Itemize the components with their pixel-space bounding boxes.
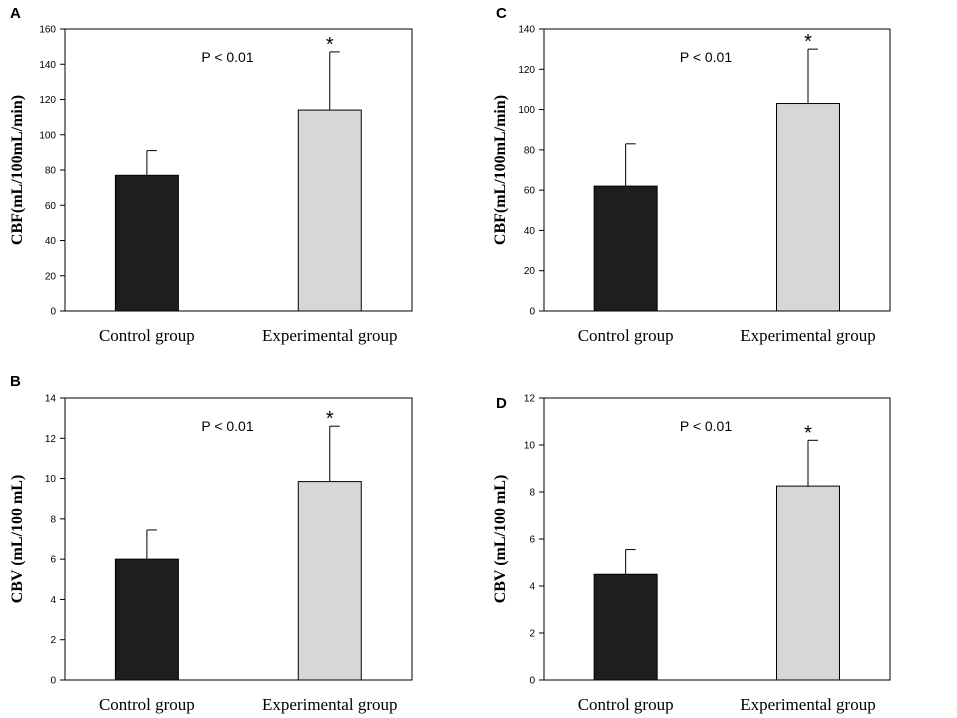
panel-b-category-label: Control group bbox=[99, 695, 195, 714]
panel-c-y-tick-label: 40 bbox=[524, 226, 536, 237]
panel-d-bar-control bbox=[593, 573, 658, 681]
panel-c-significance-star: * bbox=[804, 31, 812, 53]
panel-c-category-label: Experimental group bbox=[740, 326, 876, 345]
panel-b-plot-frame bbox=[64, 397, 413, 681]
panel-d-y-tick-label: 8 bbox=[529, 488, 535, 499]
panel-b-y-tick-label: 2 bbox=[50, 635, 56, 646]
panel-a-letter: A bbox=[10, 5, 21, 22]
panel-b-p-value: P < 0.01 bbox=[201, 418, 254, 434]
panel-c-p-value: P < 0.01 bbox=[680, 49, 733, 65]
panel-a-y-tick-label: 120 bbox=[39, 95, 56, 106]
panel-b-y-tick-label: 10 bbox=[45, 474, 57, 485]
panel-a-y-tick-label: 140 bbox=[39, 60, 56, 71]
panel-d-significance-star: * bbox=[804, 422, 812, 444]
panel-c-letter: C bbox=[496, 5, 507, 22]
panel-c-plot-frame bbox=[543, 28, 891, 312]
panel-d-y-axis-title: CBV (mL/100 mL) bbox=[492, 475, 509, 604]
panel-a-y-axis-title: CBF(mL/100mL/min) bbox=[9, 95, 26, 245]
panel-b-y-tick-label: 0 bbox=[50, 676, 56, 687]
panel-a-y-tick-label: 0 bbox=[50, 307, 56, 318]
panel-c-bar-experimental bbox=[775, 103, 840, 312]
panel-a-y-tick-label: 20 bbox=[45, 271, 57, 282]
panel-d-p-value: P < 0.01 bbox=[680, 418, 733, 434]
panel-b-y-tick-label: 12 bbox=[45, 434, 57, 445]
panel-b-significance-star: * bbox=[326, 408, 334, 430]
panel-d-letter: D bbox=[496, 395, 507, 412]
panel-b-y-tick-label: 14 bbox=[45, 394, 57, 405]
panel-d-category-label: Control group bbox=[578, 695, 674, 714]
panel-d-y-tick-label: 4 bbox=[529, 582, 535, 593]
panel-d-y-tick-label: 6 bbox=[529, 535, 535, 546]
panel-c-y-tick-label: 80 bbox=[524, 145, 536, 156]
panel-a-p-value: P < 0.01 bbox=[201, 49, 254, 65]
panel-a-category-label: Control group bbox=[99, 326, 195, 345]
panel-a-y-tick-label: 40 bbox=[45, 236, 57, 247]
panel-a-y-tick-label: 160 bbox=[39, 25, 56, 36]
panel-a-bar-experimental bbox=[297, 109, 362, 312]
panel-b-bar-experimental bbox=[297, 481, 362, 681]
panel-c-y-tick-label: 0 bbox=[529, 307, 535, 318]
panel-d-y-tick-label: 10 bbox=[524, 441, 536, 452]
panel-c-category-label: Control group bbox=[578, 326, 674, 345]
panel-a-y-tick-label: 100 bbox=[39, 130, 56, 141]
panel-c-bar-control bbox=[593, 185, 658, 312]
panel-a-bar-control bbox=[114, 174, 179, 312]
panel-a-y-tick-label: 60 bbox=[45, 201, 57, 212]
panel-a-significance-star: * bbox=[326, 34, 334, 56]
panel-c-y-axis-title: CBF(mL/100mL/min) bbox=[492, 95, 509, 245]
panel-b-y-tick-label: 6 bbox=[50, 555, 56, 566]
panel-b-y-axis-title: CBV (mL/100 mL) bbox=[9, 475, 26, 604]
panel-d-bar-experimental bbox=[775, 485, 840, 681]
panel-b-y-tick-label: 4 bbox=[50, 595, 56, 606]
panel-c-y-tick-label: 120 bbox=[518, 65, 535, 76]
panel-d-y-tick-label: 12 bbox=[524, 394, 536, 405]
panel-d-y-tick-label: 0 bbox=[529, 676, 535, 687]
panel-c-y-tick-label: 140 bbox=[518, 25, 535, 36]
panel-b-y-tick-label: 8 bbox=[50, 514, 56, 525]
panel-b-letter: B bbox=[10, 373, 21, 390]
panel-c-y-tick-label: 20 bbox=[524, 266, 536, 277]
panel-d-category-label: Experimental group bbox=[740, 695, 876, 714]
panel-a-category-label: Experimental group bbox=[262, 326, 398, 345]
panel-b-bar-control bbox=[114, 558, 179, 681]
panel-c-y-tick-label: 100 bbox=[518, 105, 535, 116]
panel-d-y-tick-label: 2 bbox=[529, 629, 535, 640]
panel-c-y-tick-label: 60 bbox=[524, 186, 536, 197]
panel-a-y-tick-label: 80 bbox=[45, 166, 57, 177]
panel-b-category-label: Experimental group bbox=[262, 695, 398, 714]
